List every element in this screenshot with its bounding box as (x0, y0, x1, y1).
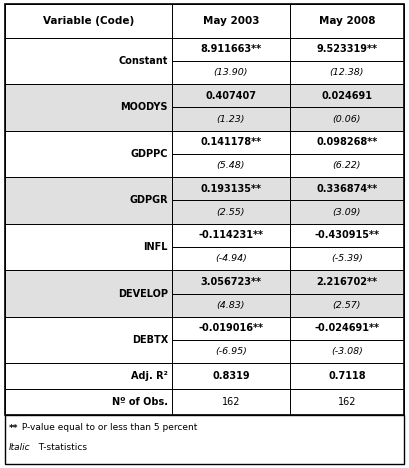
Bar (5, 131, 172, 177)
Text: 8.911663**: 8.911663** (200, 44, 262, 54)
Text: 0.407407: 0.407407 (205, 91, 256, 101)
Text: Variable (Code): Variable (Code) (43, 16, 134, 26)
Text: 0.336874**: 0.336874** (317, 184, 378, 194)
Bar (5, 224, 172, 270)
Text: **: ** (9, 424, 18, 432)
Text: (-3.08): (-3.08) (331, 347, 363, 356)
Text: (0.06): (0.06) (333, 115, 361, 124)
Bar (172, 200, 290, 224)
Text: (2.55): (2.55) (217, 208, 245, 217)
Text: T-statistics: T-statistics (33, 444, 87, 453)
Bar (290, 224, 404, 247)
Text: (6.22): (6.22) (333, 161, 361, 170)
Text: 162: 162 (222, 397, 240, 407)
Text: Adj. R²: Adj. R² (131, 371, 168, 381)
Text: (4.83): (4.83) (217, 300, 245, 310)
Bar (290, 37, 404, 61)
Text: DEVELOP: DEVELOP (118, 288, 168, 299)
Bar (172, 131, 290, 154)
Bar (5, 389, 172, 415)
Text: Constant: Constant (119, 56, 168, 66)
Bar (290, 61, 404, 84)
Bar (290, 363, 404, 389)
Text: (-6.95): (-6.95) (215, 347, 247, 356)
Bar (5, 4, 172, 37)
Bar (172, 84, 290, 107)
Text: DEBTX: DEBTX (132, 335, 168, 345)
Text: GDPGR: GDPGR (129, 196, 168, 205)
Bar (290, 247, 404, 270)
Text: 9.523319**: 9.523319** (317, 44, 378, 54)
Bar (5, 363, 172, 389)
Text: (13.90): (13.90) (214, 68, 248, 77)
Text: Nº of Obs.: Nº of Obs. (112, 397, 168, 407)
Text: -0.114231**: -0.114231** (198, 230, 263, 241)
Bar (290, 4, 404, 37)
Text: (-4.94): (-4.94) (215, 254, 247, 263)
Bar (172, 317, 290, 340)
Bar (172, 4, 290, 37)
Bar (172, 363, 290, 389)
Bar (172, 61, 290, 84)
Text: 2.216702**: 2.216702** (317, 277, 378, 287)
Bar (172, 154, 290, 177)
Text: INFL: INFL (144, 242, 168, 252)
Bar (290, 131, 404, 154)
Bar (172, 224, 290, 247)
Bar (290, 177, 404, 200)
Text: GDPPC: GDPPC (130, 149, 168, 159)
Text: (5.48): (5.48) (217, 161, 245, 170)
Text: May 2008: May 2008 (319, 16, 375, 26)
Text: (3.09): (3.09) (333, 208, 361, 217)
Bar (5, 37, 172, 84)
Text: P-value equal to or less than 5 percent: P-value equal to or less than 5 percent (19, 424, 198, 432)
Text: 162: 162 (338, 397, 356, 407)
Bar (5, 84, 172, 131)
Text: (2.57): (2.57) (333, 300, 361, 310)
Text: (1.23): (1.23) (217, 115, 245, 124)
Bar (172, 340, 290, 363)
Text: 0.024691: 0.024691 (321, 91, 373, 101)
Text: (12.38): (12.38) (330, 68, 364, 77)
Text: -0.024691**: -0.024691** (315, 323, 380, 333)
Text: May 2003: May 2003 (203, 16, 259, 26)
Bar (172, 37, 290, 61)
Bar (5, 317, 172, 363)
Bar (290, 200, 404, 224)
Bar (290, 340, 404, 363)
Bar (290, 84, 404, 107)
Bar (172, 247, 290, 270)
Text: (-5.39): (-5.39) (331, 254, 363, 263)
Text: 0.098268**: 0.098268** (317, 137, 378, 147)
Bar (172, 270, 290, 293)
Text: 0.193135**: 0.193135** (200, 184, 261, 194)
Bar (172, 293, 290, 317)
Bar (5, 177, 172, 224)
Text: 0.7118: 0.7118 (328, 371, 366, 381)
Text: -0.430915**: -0.430915** (315, 230, 380, 241)
Bar (5, 415, 404, 464)
Bar (290, 293, 404, 317)
Bar (5, 4, 404, 415)
Text: 0.141178**: 0.141178** (200, 137, 262, 147)
Bar (172, 389, 290, 415)
Bar (172, 177, 290, 200)
Bar (290, 317, 404, 340)
Bar (290, 154, 404, 177)
Text: 0.8319: 0.8319 (212, 371, 250, 381)
Bar (290, 270, 404, 293)
Bar (172, 107, 290, 131)
Text: 3.056723**: 3.056723** (200, 277, 261, 287)
Bar (5, 270, 172, 317)
Text: MOODYS: MOODYS (121, 102, 168, 112)
Bar (290, 107, 404, 131)
Text: Italic: Italic (9, 444, 31, 453)
Text: -0.019016**: -0.019016** (198, 323, 263, 333)
Bar (290, 389, 404, 415)
